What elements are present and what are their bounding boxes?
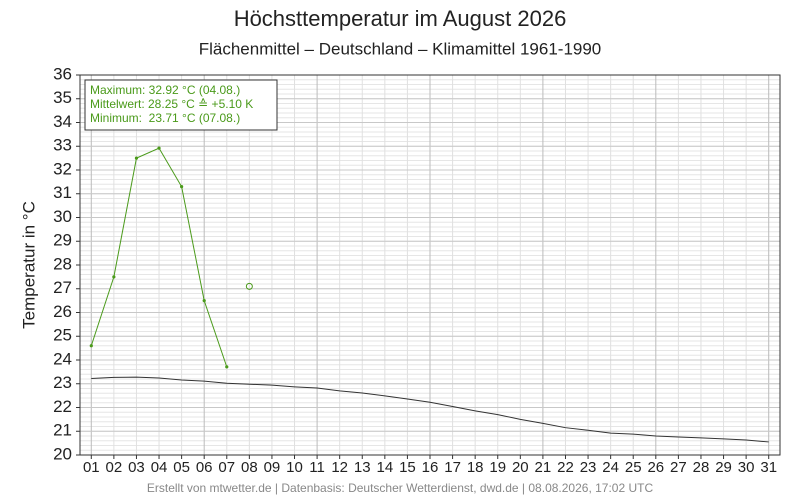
x-tick-label: 16: [422, 459, 439, 476]
point: [225, 365, 229, 369]
info-box: [84, 79, 278, 131]
x-tick-label: 22: [557, 459, 574, 476]
x-tick-label: 23: [580, 459, 597, 476]
x-tick-label: 02: [106, 459, 123, 476]
chart-subtitle: Flächenmittel – Deutschland – Klimamitte…: [199, 39, 602, 58]
x-tick-label: 19: [489, 459, 506, 476]
annotation: Mittelwert: 28.25 °C ≙ +5.10 K: [90, 97, 253, 111]
x-tick-label: 14: [376, 459, 393, 476]
x-tick-label: 20: [512, 459, 529, 476]
annotation: Maximum: 32.92 °C (04.08.): [90, 83, 240, 97]
y-tick-label: 23: [53, 373, 72, 392]
x-tick-label: 24: [602, 459, 619, 476]
x-tick-label: 21: [535, 459, 552, 476]
x-tick-label: 30: [738, 459, 755, 476]
x-tick-label: 27: [670, 459, 687, 476]
y-tick-label: 20: [53, 444, 72, 463]
point: [157, 146, 161, 150]
y-tick-label: 34: [53, 112, 72, 131]
y-tick-label: 26: [53, 302, 72, 321]
chart-title: Höchsttemperatur im August 2026: [234, 6, 567, 31]
annotation: Minimum: 23.71 °C (07.08.): [90, 111, 240, 125]
y-tick-label: 22: [53, 397, 72, 416]
y-tick-label: 27: [53, 278, 72, 297]
x-tick-label: 13: [354, 459, 371, 476]
x-tick-label: 05: [173, 459, 190, 476]
point: [89, 344, 93, 348]
y-tick-label: 29: [53, 231, 72, 250]
y-tick-label: 21: [53, 421, 72, 440]
x-tick-label: 28: [693, 459, 710, 476]
y-tick-label: 33: [53, 136, 72, 155]
marker: [245, 282, 253, 290]
x-tick-label: 03: [128, 459, 145, 476]
x-tick-label: 01: [83, 459, 100, 476]
y-tick-label: 31: [53, 183, 72, 202]
series-line: [91, 376, 769, 443]
y-tick-label: 24: [53, 349, 72, 368]
y-tick-label: 36: [53, 64, 72, 83]
x-tick-label: 29: [715, 459, 732, 476]
x-tick-label: 09: [264, 459, 281, 476]
y-tick-label: 25: [53, 326, 72, 345]
x-tick-label: 11: [309, 459, 325, 476]
point: [134, 156, 139, 160]
x-tick-label: 04: [151, 459, 168, 476]
x-tick-label: 31: [760, 459, 777, 476]
x-tick-label: 12: [331, 459, 348, 476]
x-tick-label: 25: [625, 459, 642, 476]
point: [202, 299, 206, 303]
point: [112, 275, 116, 279]
y-tick-label: 28: [53, 254, 72, 273]
y-tick-label: 30: [53, 207, 72, 226]
x-tick-label: 15: [399, 459, 416, 476]
x-tick-label: 06: [196, 459, 213, 476]
y-axis-label: Temperatur in °C: [19, 201, 38, 329]
x-tick-label: 18: [467, 459, 484, 476]
point: [180, 185, 184, 189]
x-tick-label: 17: [444, 459, 461, 476]
x-tick-label: 26: [647, 459, 664, 476]
x-tick-label: 10: [286, 459, 303, 476]
y-tick-label: 35: [53, 88, 72, 107]
x-tick-label: 07: [218, 459, 235, 476]
footer: Erstellt von mtwetter.de | Datenbasis: D…: [147, 481, 654, 495]
y-tick-label: 32: [53, 159, 72, 178]
x-tick-label: 08: [241, 459, 258, 476]
